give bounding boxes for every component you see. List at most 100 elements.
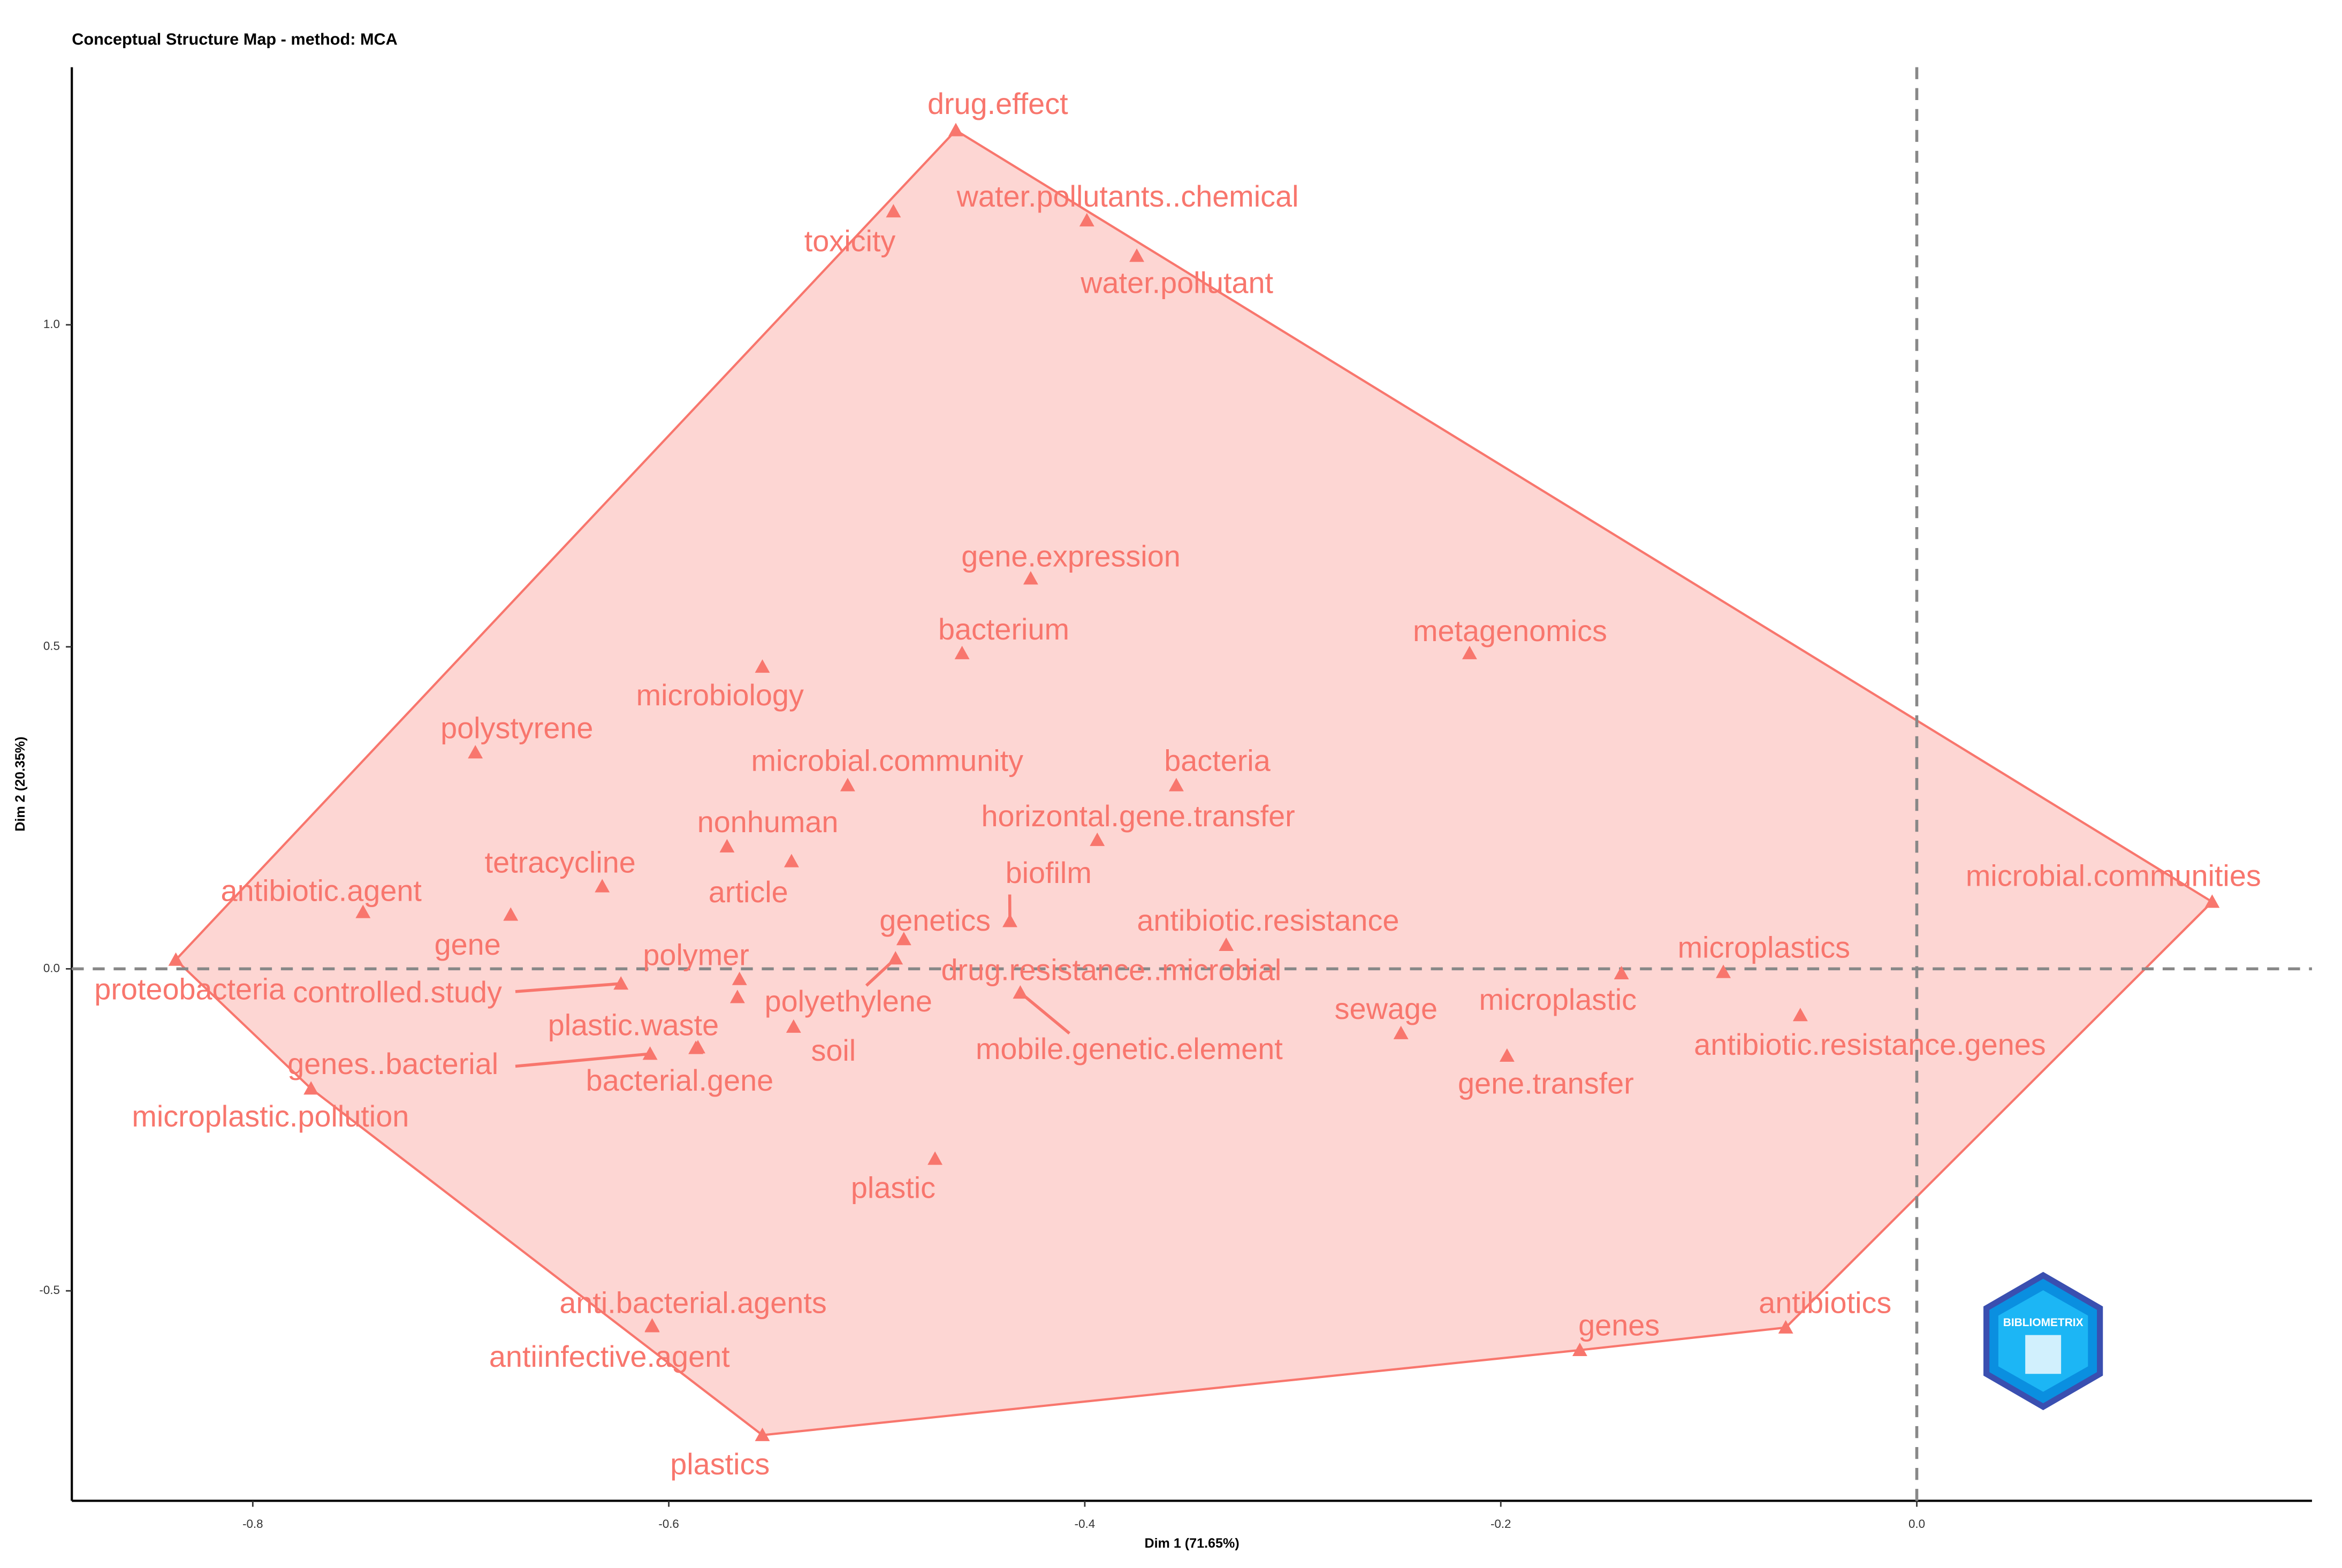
point <box>896 932 911 946</box>
point <box>1219 937 1234 952</box>
point-label: gene.transfer <box>1458 1066 1634 1100</box>
point-label: bacterium <box>938 612 1069 646</box>
y-tick-label: 1.0 <box>43 317 60 331</box>
logo-icon <box>2025 1335 2062 1374</box>
point-label: antibiotic.resistance.genes <box>1694 1027 2046 1061</box>
point-label: controlled.study <box>293 975 502 1009</box>
point <box>1792 1008 1808 1022</box>
point-label: tetracycline <box>485 845 636 879</box>
point <box>786 1019 801 1033</box>
point <box>1778 1320 1793 1334</box>
point-label: microplastic <box>1479 983 1637 1016</box>
y-axis-title: Dim 2 (20.35%) <box>13 736 28 831</box>
point-label: plastic.waste <box>548 1008 719 1042</box>
point-label: genetics <box>879 903 991 937</box>
point <box>755 659 770 673</box>
point-label: horizontal.gene.transfer <box>981 799 1295 833</box>
point <box>1090 832 1105 846</box>
logo-text: BIBLIOMETRIX <box>2003 1316 2084 1329</box>
point-label: antibiotic.agent <box>221 873 422 907</box>
point-label: gene.expression <box>961 539 1180 573</box>
label-leader <box>515 1052 650 1068</box>
point-label: drug.effect <box>927 87 1068 120</box>
point <box>595 879 610 893</box>
point <box>948 123 963 136</box>
point <box>1168 778 1184 791</box>
point <box>468 745 483 759</box>
x-tick-label: -0.8 <box>242 1517 263 1531</box>
point-label: antiinfective.agent <box>489 1339 730 1373</box>
point-label: microbiology <box>636 678 804 712</box>
point <box>1129 248 1145 262</box>
cluster-hull <box>174 128 2214 1436</box>
label-leader <box>515 982 621 993</box>
point-label: microplastic.pollution <box>132 1099 409 1133</box>
point <box>1079 213 1094 227</box>
point <box>719 839 735 852</box>
point-label: article <box>709 875 788 909</box>
x-tick-label: 0.0 <box>1908 1517 1925 1531</box>
point <box>1023 571 1038 585</box>
point-label: antibiotic.resistance <box>1137 903 1399 937</box>
point <box>303 1081 319 1095</box>
point-label: gene <box>435 927 501 961</box>
point <box>1499 1048 1515 1062</box>
point-label: water.pollutants..chemical <box>956 179 1299 213</box>
point <box>954 645 970 659</box>
point <box>1572 1342 1587 1356</box>
point-label: nonhuman <box>697 805 839 839</box>
x-tick-label: -0.6 <box>658 1517 679 1531</box>
point <box>1393 1025 1409 1039</box>
point <box>613 976 629 990</box>
point <box>642 1046 658 1060</box>
x-tick-label: -0.2 <box>1491 1517 1511 1531</box>
point-label: polyethylene <box>765 984 932 1018</box>
point <box>927 1151 943 1165</box>
point <box>1013 985 1028 999</box>
point-label: biofilm <box>1006 856 1092 889</box>
y-tick-label: 0.5 <box>43 640 60 653</box>
point-label: mobile.genetic.element <box>976 1032 1283 1065</box>
point-label: metagenomics <box>1413 614 1607 648</box>
point <box>644 1318 660 1332</box>
point <box>355 904 371 918</box>
point-label: antibiotics <box>1759 1286 1891 1320</box>
x-tick-label: -0.4 <box>1075 1517 1095 1531</box>
point-label: toxicity <box>804 224 896 258</box>
point <box>690 1040 705 1054</box>
point-label: proteobacteria <box>94 972 286 1006</box>
point-label: genes..bacterial <box>287 1047 498 1080</box>
point <box>1002 914 1017 927</box>
point <box>784 854 799 867</box>
point-label: microbial.community <box>751 744 1024 778</box>
point-label: genes <box>1578 1308 1660 1342</box>
point <box>729 989 745 1003</box>
point-label: plastic <box>851 1171 936 1205</box>
point-label: polymer <box>643 938 749 971</box>
point <box>1614 965 1629 979</box>
point-label: water.pollutant <box>1080 266 1273 300</box>
label-leader <box>1019 991 1071 1035</box>
hull-layer <box>174 128 2214 1436</box>
point <box>755 1427 770 1441</box>
point-label: anti.bacterial.agents <box>559 1286 826 1320</box>
x-axis-title: Dim 1 (71.65%) <box>1144 1536 1239 1551</box>
y-tick-label: 0.0 <box>43 961 60 975</box>
point-label: plastics <box>670 1447 770 1481</box>
point <box>1716 964 1731 978</box>
point-label: polystyrene <box>440 711 593 744</box>
y-tick-label: -0.5 <box>39 1283 59 1297</box>
point-label: bacteria <box>1164 744 1271 778</box>
chart-title: Conceptual Structure Map - method: MCA <box>72 29 398 48</box>
point <box>732 971 747 985</box>
logo: BIBLIOMETRIX <box>1983 1272 2103 1411</box>
point-label: bacterial.gene <box>586 1063 774 1097</box>
point <box>1462 645 1477 659</box>
point-label: soil <box>811 1033 856 1067</box>
point-label: drug.resistance..microbial <box>941 953 1282 986</box>
point <box>2204 894 2220 908</box>
point <box>840 778 855 791</box>
point <box>503 907 519 921</box>
point <box>888 951 903 965</box>
